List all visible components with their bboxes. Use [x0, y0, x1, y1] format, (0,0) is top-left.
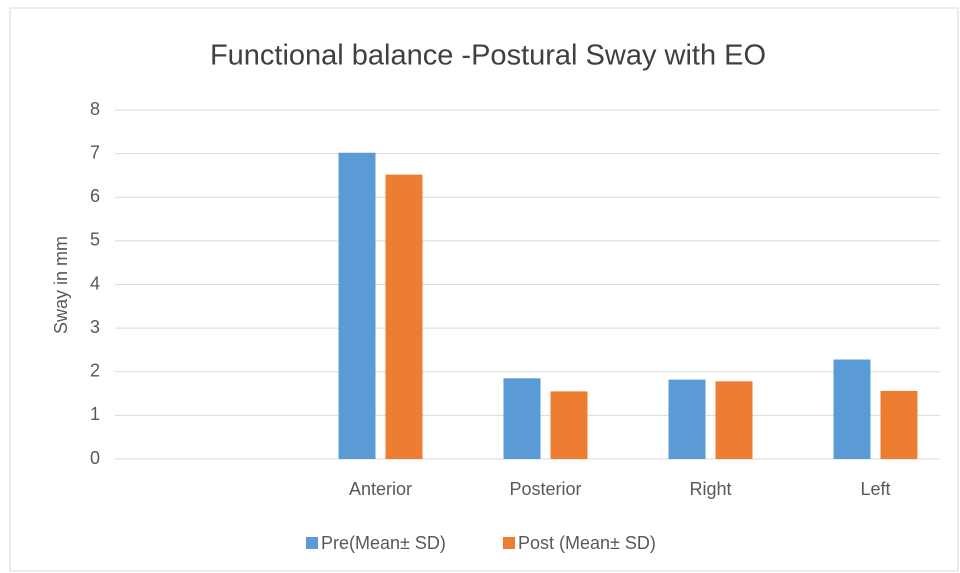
x-tick-label: Right [689, 479, 731, 499]
legend-swatch [503, 537, 515, 549]
bar [550, 391, 588, 459]
y-tick-label: 0 [90, 448, 100, 468]
bar [715, 381, 753, 459]
chart-border [9, 7, 959, 572]
bar [880, 390, 918, 459]
y-axis-label: Sway in mm [51, 236, 71, 334]
y-tick-label: 5 [90, 230, 100, 250]
bar [338, 152, 376, 459]
legend-label: Pre(Mean± SD) [321, 533, 446, 553]
legend-swatch [306, 537, 318, 549]
x-tick-label: Anterior [349, 479, 412, 499]
x-tick-label: Left [860, 479, 890, 499]
y-tick-label: 1 [90, 404, 100, 424]
y-tick-label: 6 [90, 186, 100, 206]
y-tick-label: 2 [90, 361, 100, 381]
x-tick-label: Posterior [509, 479, 581, 499]
bar [503, 378, 541, 459]
y-tick-label: 3 [90, 317, 100, 337]
y-tick-label: 4 [90, 273, 100, 293]
bar [833, 359, 871, 459]
bar [385, 174, 423, 459]
legend-label: Post (Mean± SD) [518, 533, 656, 553]
chart-title: Functional balance -Postural Sway with E… [210, 40, 766, 72]
bar [668, 379, 706, 459]
y-tick-label: 8 [90, 99, 100, 119]
y-tick-label: 7 [90, 142, 100, 162]
